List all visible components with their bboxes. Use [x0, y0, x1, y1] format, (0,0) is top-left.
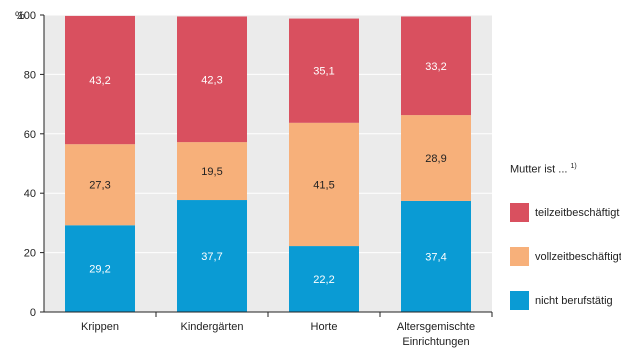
- bars: 29,2 27,3 43,2 37,7 19,5 42,3 22,2 41,5 35,1 37,4…: [65, 15, 471, 312]
- bar-segment: [401, 16, 471, 116]
- x-axis: Krippen Kindergärten Horte Altersgemischte E…: [44, 311, 493, 348]
- legend-swatch: [510, 291, 529, 310]
- data-label: 28,9: [425, 153, 446, 165]
- x-tick-label: Einrichtungen: [402, 336, 469, 348]
- y-tick-label: 60: [24, 129, 36, 141]
- y-tick-label: 20: [24, 248, 36, 260]
- legend-item: teilzeitbeschäftigt: [510, 203, 619, 222]
- data-label: 43,2: [89, 75, 110, 87]
- data-label: 42,3: [201, 74, 222, 86]
- bar-segment: [65, 15, 135, 145]
- y-axis-unit-label: %: [15, 10, 25, 22]
- y-tick-label: 0: [30, 307, 36, 319]
- bar-segment: [401, 115, 471, 201]
- data-label: 19,5: [201, 166, 222, 178]
- data-label: 22,2: [313, 274, 334, 286]
- data-label: 37,7: [201, 251, 222, 263]
- bar-segment: [401, 200, 471, 312]
- bar-segment: [177, 142, 247, 201]
- legend-title: Mutter ist ... 1): [510, 163, 577, 176]
- bar-segment: [289, 18, 359, 123]
- y-tick-label: 80: [24, 69, 36, 81]
- legend-swatch: [510, 203, 529, 222]
- y-axis: 0 20 40 60 80 100: [18, 10, 45, 319]
- data-label: 35,1: [313, 66, 334, 78]
- bar-segment: [177, 16, 247, 143]
- data-label: 41,5: [313, 179, 334, 191]
- data-label: 33,2: [425, 61, 446, 73]
- legend-label: nicht berufstätig: [535, 294, 613, 307]
- legend-title-text: Mutter ist ...: [510, 163, 568, 176]
- y-tick-label: 40: [24, 188, 36, 200]
- bar-segment: [289, 246, 359, 312]
- x-tick-label: Altersgemischte: [397, 321, 475, 333]
- x-tick-label: Horte: [311, 321, 338, 333]
- legend-item: vollzeitbeschäftigt: [510, 247, 621, 266]
- legend-label: vollzeitbeschäftigt: [535, 250, 621, 263]
- data-label: 29,2: [89, 264, 110, 276]
- data-label: 37,4: [425, 251, 446, 263]
- legend-swatch: [510, 247, 529, 266]
- legend-footnote: 1): [570, 163, 577, 170]
- legend-label: teilzeitbeschäftigt: [535, 206, 620, 219]
- bar-segment: [65, 225, 135, 312]
- x-tick-label: Kindergärten: [181, 321, 244, 333]
- data-label: 27,3: [89, 180, 110, 192]
- y-tick-label: 100: [18, 10, 36, 22]
- bar-segment: [177, 200, 247, 312]
- bar-segment: [289, 122, 359, 247]
- bar-segment: [65, 144, 135, 226]
- legend-item: nicht berufstätig: [510, 291, 613, 310]
- x-tick-label: Krippen: [81, 321, 119, 333]
